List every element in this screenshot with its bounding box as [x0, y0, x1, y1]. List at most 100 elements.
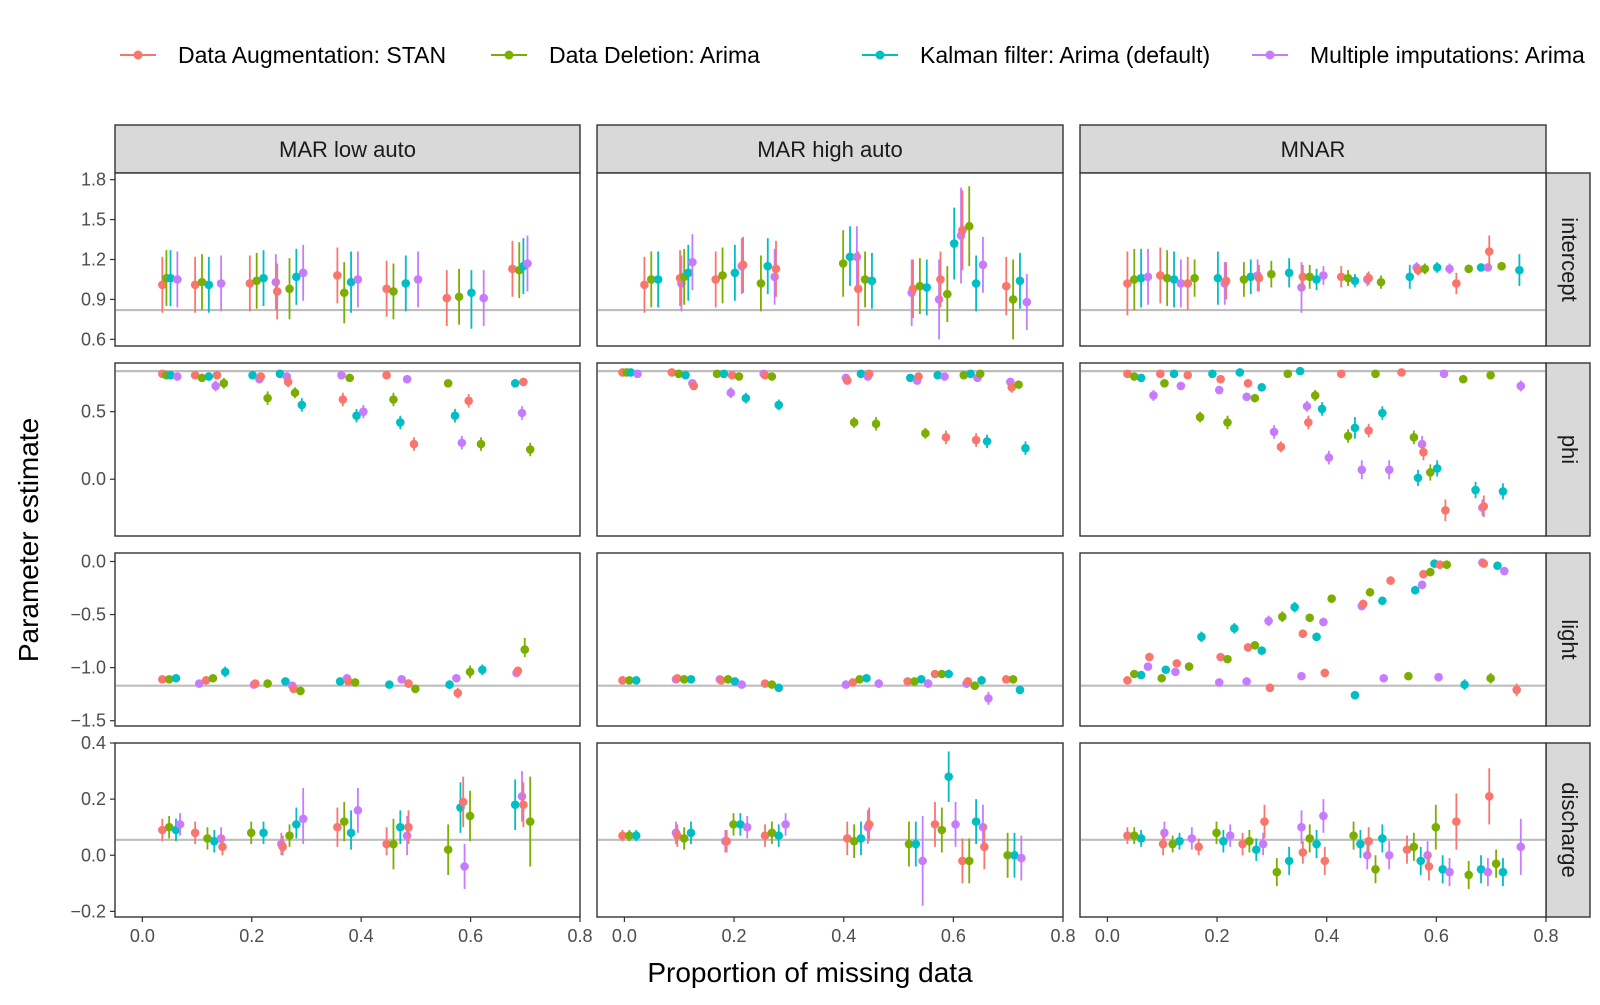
data-point	[1432, 464, 1442, 473]
data-point	[770, 272, 779, 282]
data-point	[686, 675, 696, 684]
data-point	[1243, 643, 1253, 652]
data-point	[402, 831, 412, 840]
data-point	[1149, 391, 1158, 400]
data-point	[1371, 369, 1380, 379]
data-point	[1458, 374, 1468, 384]
data-point	[1129, 275, 1139, 284]
x-tick-label: 0.4	[831, 926, 856, 946]
data-point	[1417, 439, 1427, 449]
data-point	[1298, 629, 1308, 638]
data-point	[1405, 272, 1415, 282]
data-point	[476, 439, 486, 449]
data-point	[158, 825, 167, 835]
data-point	[1143, 662, 1153, 671]
data-point	[1156, 369, 1165, 379]
data-point	[982, 437, 992, 446]
data-point	[339, 288, 349, 298]
data-point	[760, 831, 770, 840]
y-tick-label: 1.8	[81, 170, 106, 190]
data-point	[201, 676, 211, 685]
data-point	[1298, 848, 1308, 857]
data-point	[774, 683, 784, 693]
data-point	[941, 433, 951, 442]
data-point	[1409, 433, 1419, 442]
data-point	[1413, 265, 1423, 275]
data-point	[344, 677, 353, 686]
data-point	[1397, 368, 1406, 377]
legend-label: Data Augmentation: STAN	[178, 42, 446, 68]
data-point	[1238, 839, 1247, 849]
data-point	[1516, 842, 1526, 852]
data-point	[1497, 261, 1506, 271]
data-point	[1175, 836, 1184, 846]
data-point	[413, 275, 423, 284]
data-point	[978, 822, 988, 832]
data-point	[523, 259, 532, 268]
panel-background	[596, 742, 1064, 918]
x-tick-label: 0.0	[1095, 926, 1120, 946]
data-point	[1434, 672, 1443, 682]
data-point	[1476, 864, 1486, 874]
data-point	[457, 438, 467, 448]
data-point	[245, 279, 255, 288]
data-point	[1183, 370, 1193, 380]
data-point	[345, 373, 354, 383]
panel-background	[1079, 172, 1547, 347]
data-point	[1432, 263, 1442, 272]
data-point	[914, 372, 923, 381]
data-point	[1413, 473, 1423, 483]
data-point	[1214, 385, 1224, 395]
data-point	[395, 822, 405, 832]
data-point	[158, 280, 167, 290]
data-point	[1423, 850, 1432, 860]
data-point	[204, 280, 214, 290]
data-point	[333, 271, 342, 280]
data-point	[1297, 822, 1306, 832]
data-point	[158, 675, 167, 684]
data-point	[464, 396, 473, 406]
data-point	[517, 792, 527, 801]
panel-background	[114, 742, 581, 918]
data-point	[298, 814, 308, 824]
column-strip-label: MNAR	[1281, 137, 1346, 162]
data-point	[730, 268, 740, 278]
x-tick-label: 0.4	[349, 926, 374, 946]
data-point	[1022, 297, 1032, 307]
data-point	[951, 820, 960, 829]
panel: 0.6 0.9 1.2 1.5 1.8	[81, 170, 581, 349]
data-point	[1378, 834, 1387, 843]
data-point	[856, 369, 866, 379]
data-point	[1419, 447, 1428, 457]
panel-background	[114, 552, 581, 727]
data-point	[1254, 273, 1264, 283]
data-point	[681, 370, 690, 380]
column-strip	[114, 124, 581, 174]
data-point	[1015, 276, 1025, 286]
data-point	[1250, 393, 1260, 403]
data-point	[738, 260, 748, 270]
data-point	[781, 820, 790, 829]
data-point	[1277, 612, 1287, 621]
panel	[1079, 552, 1547, 727]
data-point	[1243, 378, 1253, 388]
data-point	[958, 856, 967, 866]
data-point	[458, 797, 468, 807]
data-point	[525, 445, 535, 454]
legend-label: Multiple imputations: Arima	[1310, 42, 1585, 68]
x-tick-label: 0.0	[612, 926, 637, 946]
data-point	[1219, 836, 1228, 846]
data-point	[510, 378, 520, 388]
data-point	[1319, 811, 1328, 821]
data-point	[1017, 853, 1026, 863]
data-point	[197, 277, 207, 287]
data-point	[711, 275, 720, 284]
data-point	[1384, 850, 1394, 860]
data-point	[1484, 247, 1494, 256]
data-point	[411, 684, 420, 694]
data-point	[1176, 381, 1186, 391]
data-point	[289, 684, 298, 694]
data-point	[216, 834, 226, 843]
data-point	[1410, 585, 1420, 595]
